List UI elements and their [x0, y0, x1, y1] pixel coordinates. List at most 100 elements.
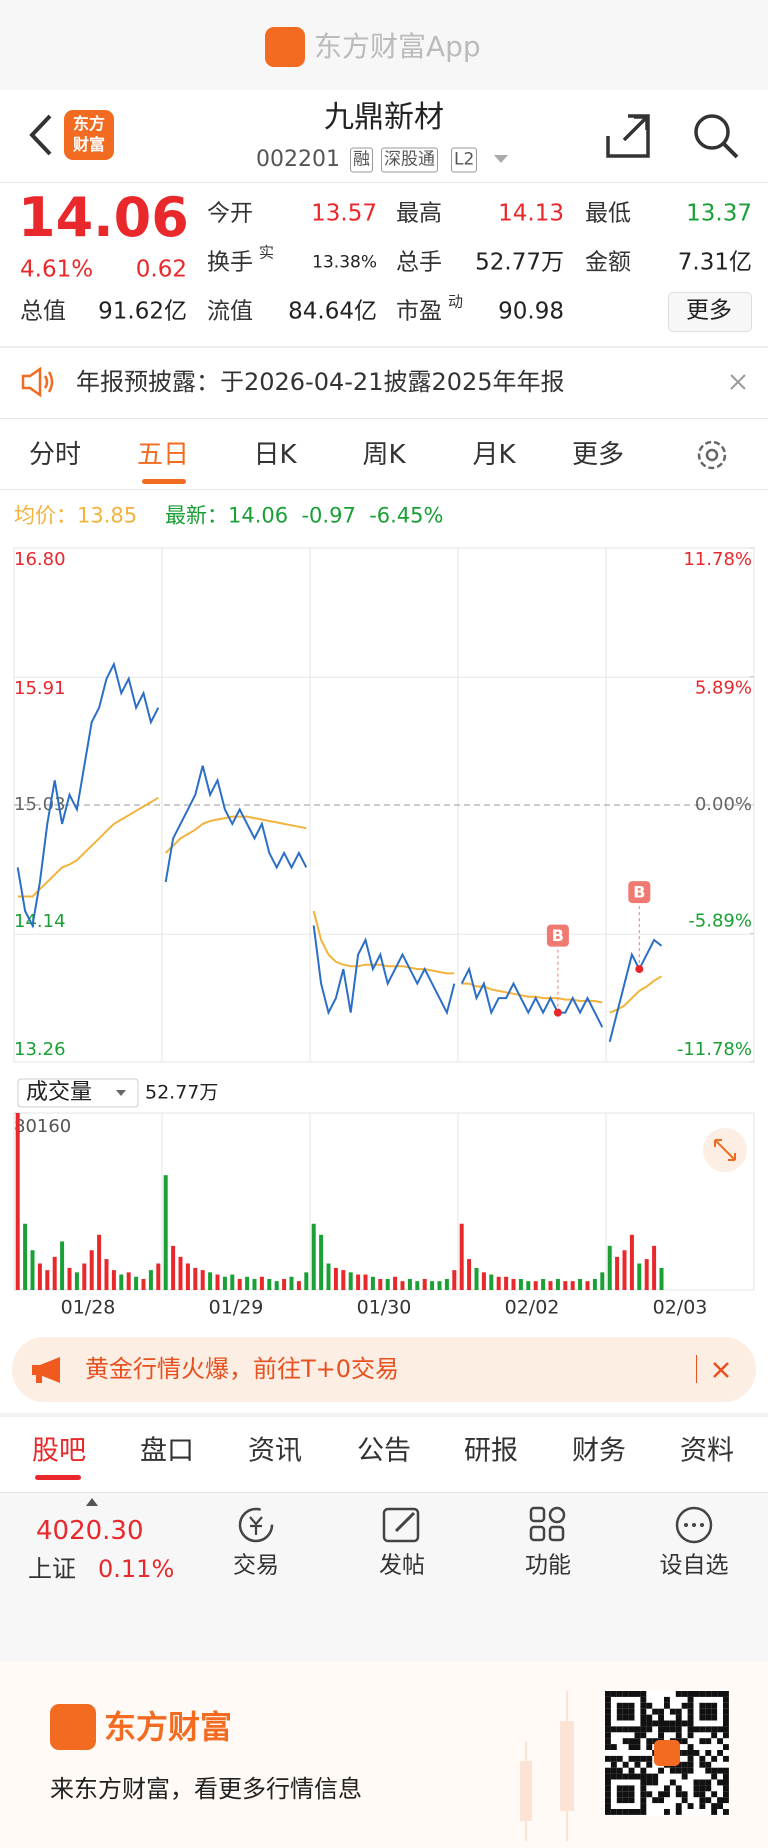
qr-module	[687, 1767, 694, 1774]
chart-tab[interactable]: 更多	[571, 440, 625, 470]
function-icon[interactable]	[526, 1505, 570, 1545]
index-name[interactable]: 上证	[28, 1555, 76, 1583]
qr-module	[693, 1791, 700, 1798]
action-label[interactable]: 交易	[233, 1552, 279, 1579]
tab[interactable]: 股吧	[32, 1435, 86, 1467]
dropdown-arrow[interactable]	[494, 155, 508, 165]
qr-module	[664, 1809, 670, 1815]
action-label[interactable]: 功能	[525, 1552, 571, 1579]
tab[interactable]: 财务	[572, 1435, 626, 1467]
qr-module	[658, 1714, 664, 1721]
qr-module	[687, 1696, 694, 1703]
volume-bar	[370, 1276, 375, 1290]
qr-module	[640, 1708, 647, 1715]
qr-module	[723, 1791, 729, 1798]
qr-module	[681, 1761, 688, 1768]
qr-module	[711, 1767, 718, 1774]
change: 0.62	[135, 256, 187, 283]
promo-text[interactable]: 黄金行情火爆，前往T+0交易	[85, 1355, 400, 1383]
chart-tab[interactable]: 月K	[472, 440, 516, 470]
stock-logo	[64, 110, 114, 160]
watchlist-icon[interactable]	[672, 1505, 716, 1545]
qr-module	[711, 1702, 718, 1709]
chart-tab[interactable]: 周K	[362, 440, 406, 470]
qr-module	[605, 1809, 611, 1815]
volume-bar	[171, 1245, 176, 1290]
volume-bar	[363, 1274, 368, 1290]
volume-bar	[282, 1278, 287, 1290]
qr-module	[693, 1785, 700, 1792]
expand-icon[interactable]	[714, 1139, 736, 1161]
qr-module	[646, 1702, 653, 1709]
action-label[interactable]: 设自选	[659, 1552, 729, 1579]
qr-module	[622, 1702, 629, 1709]
y-tick-label: 80160	[14, 1116, 71, 1137]
qr-module	[693, 1750, 700, 1756]
annotation-badge	[546, 924, 569, 947]
qr-module	[605, 1755, 611, 1762]
qr-module	[705, 1750, 712, 1756]
tab[interactable]: 资料	[680, 1435, 734, 1467]
promo-banner[interactable]	[12, 1337, 756, 1402]
stock-code: 002201	[256, 147, 340, 172]
legend-label: 最新：	[165, 503, 228, 528]
tab[interactable]: 公告	[357, 1435, 411, 1467]
volume-bar	[296, 1281, 301, 1290]
qr-module	[717, 1750, 723, 1756]
qr-module	[646, 1744, 653, 1750]
back-button[interactable]	[26, 112, 56, 158]
stat-value: 13.38%	[312, 252, 377, 273]
tab[interactable]: 资讯	[248, 1435, 302, 1467]
index-value[interactable]: 4020.30	[36, 1516, 144, 1546]
notice-text[interactable]: 年报预披露：于2026-04-21披露2025年年报	[76, 368, 565, 396]
indicator-select[interactable]	[17, 1078, 139, 1108]
qr-module	[711, 1803, 718, 1809]
qr-module	[640, 1696, 647, 1703]
qr-module	[634, 1691, 641, 1697]
volume-bar	[452, 1270, 457, 1290]
tab[interactable]: 研报	[464, 1435, 518, 1467]
qr-module	[628, 1726, 635, 1733]
footer-decoration	[520, 1691, 574, 1841]
chart-tab[interactable]: 日K	[253, 440, 297, 470]
search-button[interactable]	[692, 112, 740, 160]
stat-value: 14.13	[498, 200, 564, 227]
settings-button[interactable]	[694, 437, 730, 473]
chart-tab[interactable]: 五日	[136, 440, 190, 470]
qr-module	[711, 1714, 718, 1721]
qr-module	[675, 1691, 682, 1697]
index-change[interactable]: 0.11%	[98, 1555, 175, 1583]
more-button[interactable]	[668, 292, 752, 332]
volume-bar	[489, 1274, 494, 1290]
close-button[interactable]	[712, 1361, 730, 1379]
qr-module	[605, 1708, 611, 1715]
volume-bar	[385, 1278, 390, 1290]
trade-icon[interactable]	[234, 1505, 278, 1545]
dropdown-arrow[interactable]	[116, 1090, 126, 1096]
close-button[interactable]	[730, 374, 746, 390]
stat-label: 最低	[585, 200, 631, 227]
stat-value: 84.64亿	[288, 298, 377, 325]
qr-module	[616, 1767, 623, 1774]
qr-module	[664, 1785, 670, 1792]
tab-indicator	[35, 1475, 81, 1480]
action-label[interactable]: 发帖	[379, 1552, 425, 1579]
chart-tab[interactable]: 分时	[28, 440, 82, 470]
volume-bar	[215, 1274, 220, 1290]
more-label[interactable]: 更多	[686, 297, 732, 324]
volume-bar	[193, 1267, 198, 1290]
post-icon[interactable]	[380, 1505, 424, 1545]
qr-module	[723, 1773, 729, 1780]
qr-module	[616, 1785, 623, 1792]
share-button[interactable]	[604, 112, 652, 160]
volume-title[interactable]: 成交量	[26, 1080, 92, 1105]
tab[interactable]: 盘口	[140, 1435, 194, 1467]
qr-module	[723, 1720, 729, 1727]
qr-module	[711, 1708, 718, 1715]
volume-bar	[326, 1263, 331, 1290]
legend-change: -0.97	[301, 503, 356, 528]
qr-module	[687, 1744, 694, 1750]
qr-module	[640, 1785, 647, 1792]
divider	[696, 1355, 697, 1383]
